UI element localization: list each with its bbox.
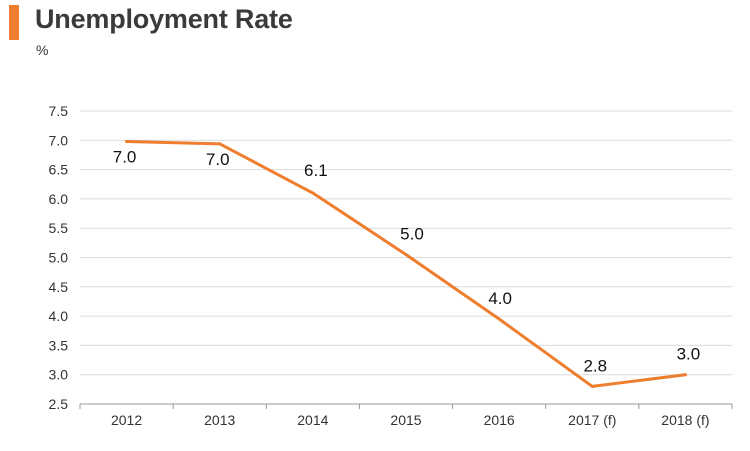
y-tick-label: 3.0: [49, 367, 69, 383]
data-label: 4.0: [488, 289, 512, 308]
y-tick-label: 7.5: [49, 103, 69, 119]
x-tick-label: 2012: [111, 412, 142, 428]
data-labels: 7.0 7.0 6.1 5.0 4.0 2.8 3.0: [113, 147, 700, 375]
gridlines: [80, 110, 732, 376]
y-axis-ticks: 2.5 3.0 3.5 4.0 4.5 5.0 5.5 6.0 6.5 7.0 7.5: [49, 103, 69, 412]
y-tick-label: 6.0: [49, 191, 69, 207]
x-axis: 2012 2013 2014 2015 2016 2017 (f) 2018 (f): [79, 403, 733, 428]
data-point: [125, 139, 129, 143]
y-tick-label: 7.0: [49, 132, 69, 148]
y-tick-label: 3.5: [49, 337, 69, 353]
x-tick-label: 2018 (f): [661, 412, 709, 428]
data-label: 7.0: [206, 150, 230, 169]
data-point: [404, 253, 408, 257]
x-tick-label: 2015: [390, 412, 421, 428]
y-tick-label: 5.5: [49, 220, 69, 236]
data-label: 6.1: [304, 161, 328, 180]
y-tick-label: 4.5: [49, 279, 69, 295]
x-tick-label: 2017 (f): [568, 412, 616, 428]
x-tick-label: 2016: [484, 412, 515, 428]
data-point: [218, 142, 222, 146]
series-group: [125, 139, 687, 388]
data-label: 3.0: [677, 345, 701, 364]
data-point: [497, 317, 501, 321]
data-point: [683, 373, 687, 377]
y-tick-label: 5.0: [49, 250, 69, 266]
title-accent-bar: [9, 5, 19, 40]
data-point: [311, 191, 315, 195]
series-line: [125, 139, 687, 388]
data-label: 5.0: [400, 225, 424, 244]
x-tick-label: 2013: [204, 412, 235, 428]
y-tick-label: 4.0: [49, 308, 69, 324]
x-tick-label: 2014: [297, 412, 328, 428]
y-tick-label: 6.5: [49, 162, 69, 178]
unit-label: %: [36, 42, 49, 58]
data-label: 7.0: [113, 147, 137, 166]
data-label: 2.8: [583, 356, 607, 375]
chart-title: Unemployment Rate: [35, 4, 293, 34]
data-point: [590, 384, 594, 388]
y-tick-label: 2.5: [49, 396, 69, 412]
